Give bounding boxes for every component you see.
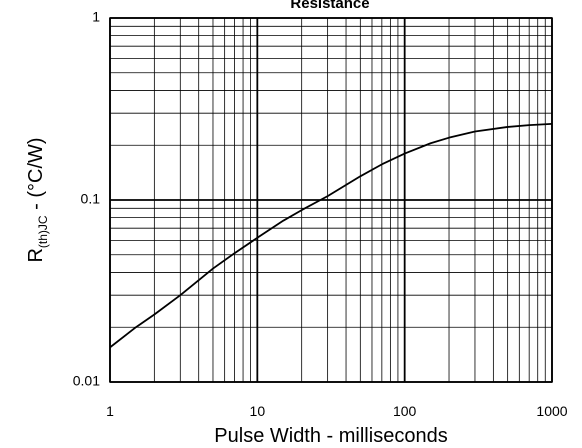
y-axis-label-subscript: (th)JC [36,215,50,248]
y-axis-label-main: R [25,248,47,262]
y-tick-labels: 0.01 0.1 1 [73,9,100,389]
x-tick-label: 1 [106,403,114,419]
x-tick-labels: 1 10 100 1000 [106,403,568,419]
y-tick-label: 1 [92,9,100,25]
y-axis-label: R(th)JC - (°C/W) [25,137,50,262]
y-axis-label-unit: - (°C/W) [25,137,47,215]
plot-frame [109,17,553,383]
chart-title: Resistance [290,0,369,12]
x-tick-label: 1000 [536,403,567,419]
x-tick-label: 100 [393,403,417,419]
series-group [109,122,553,349]
y-tick-label: 0.1 [81,191,101,207]
series-line [109,122,553,349]
x-tick-label: 10 [250,403,266,419]
y-tick-label: 0.01 [73,373,100,389]
x-axis-label: Pulse Width - milliseconds [214,425,447,447]
